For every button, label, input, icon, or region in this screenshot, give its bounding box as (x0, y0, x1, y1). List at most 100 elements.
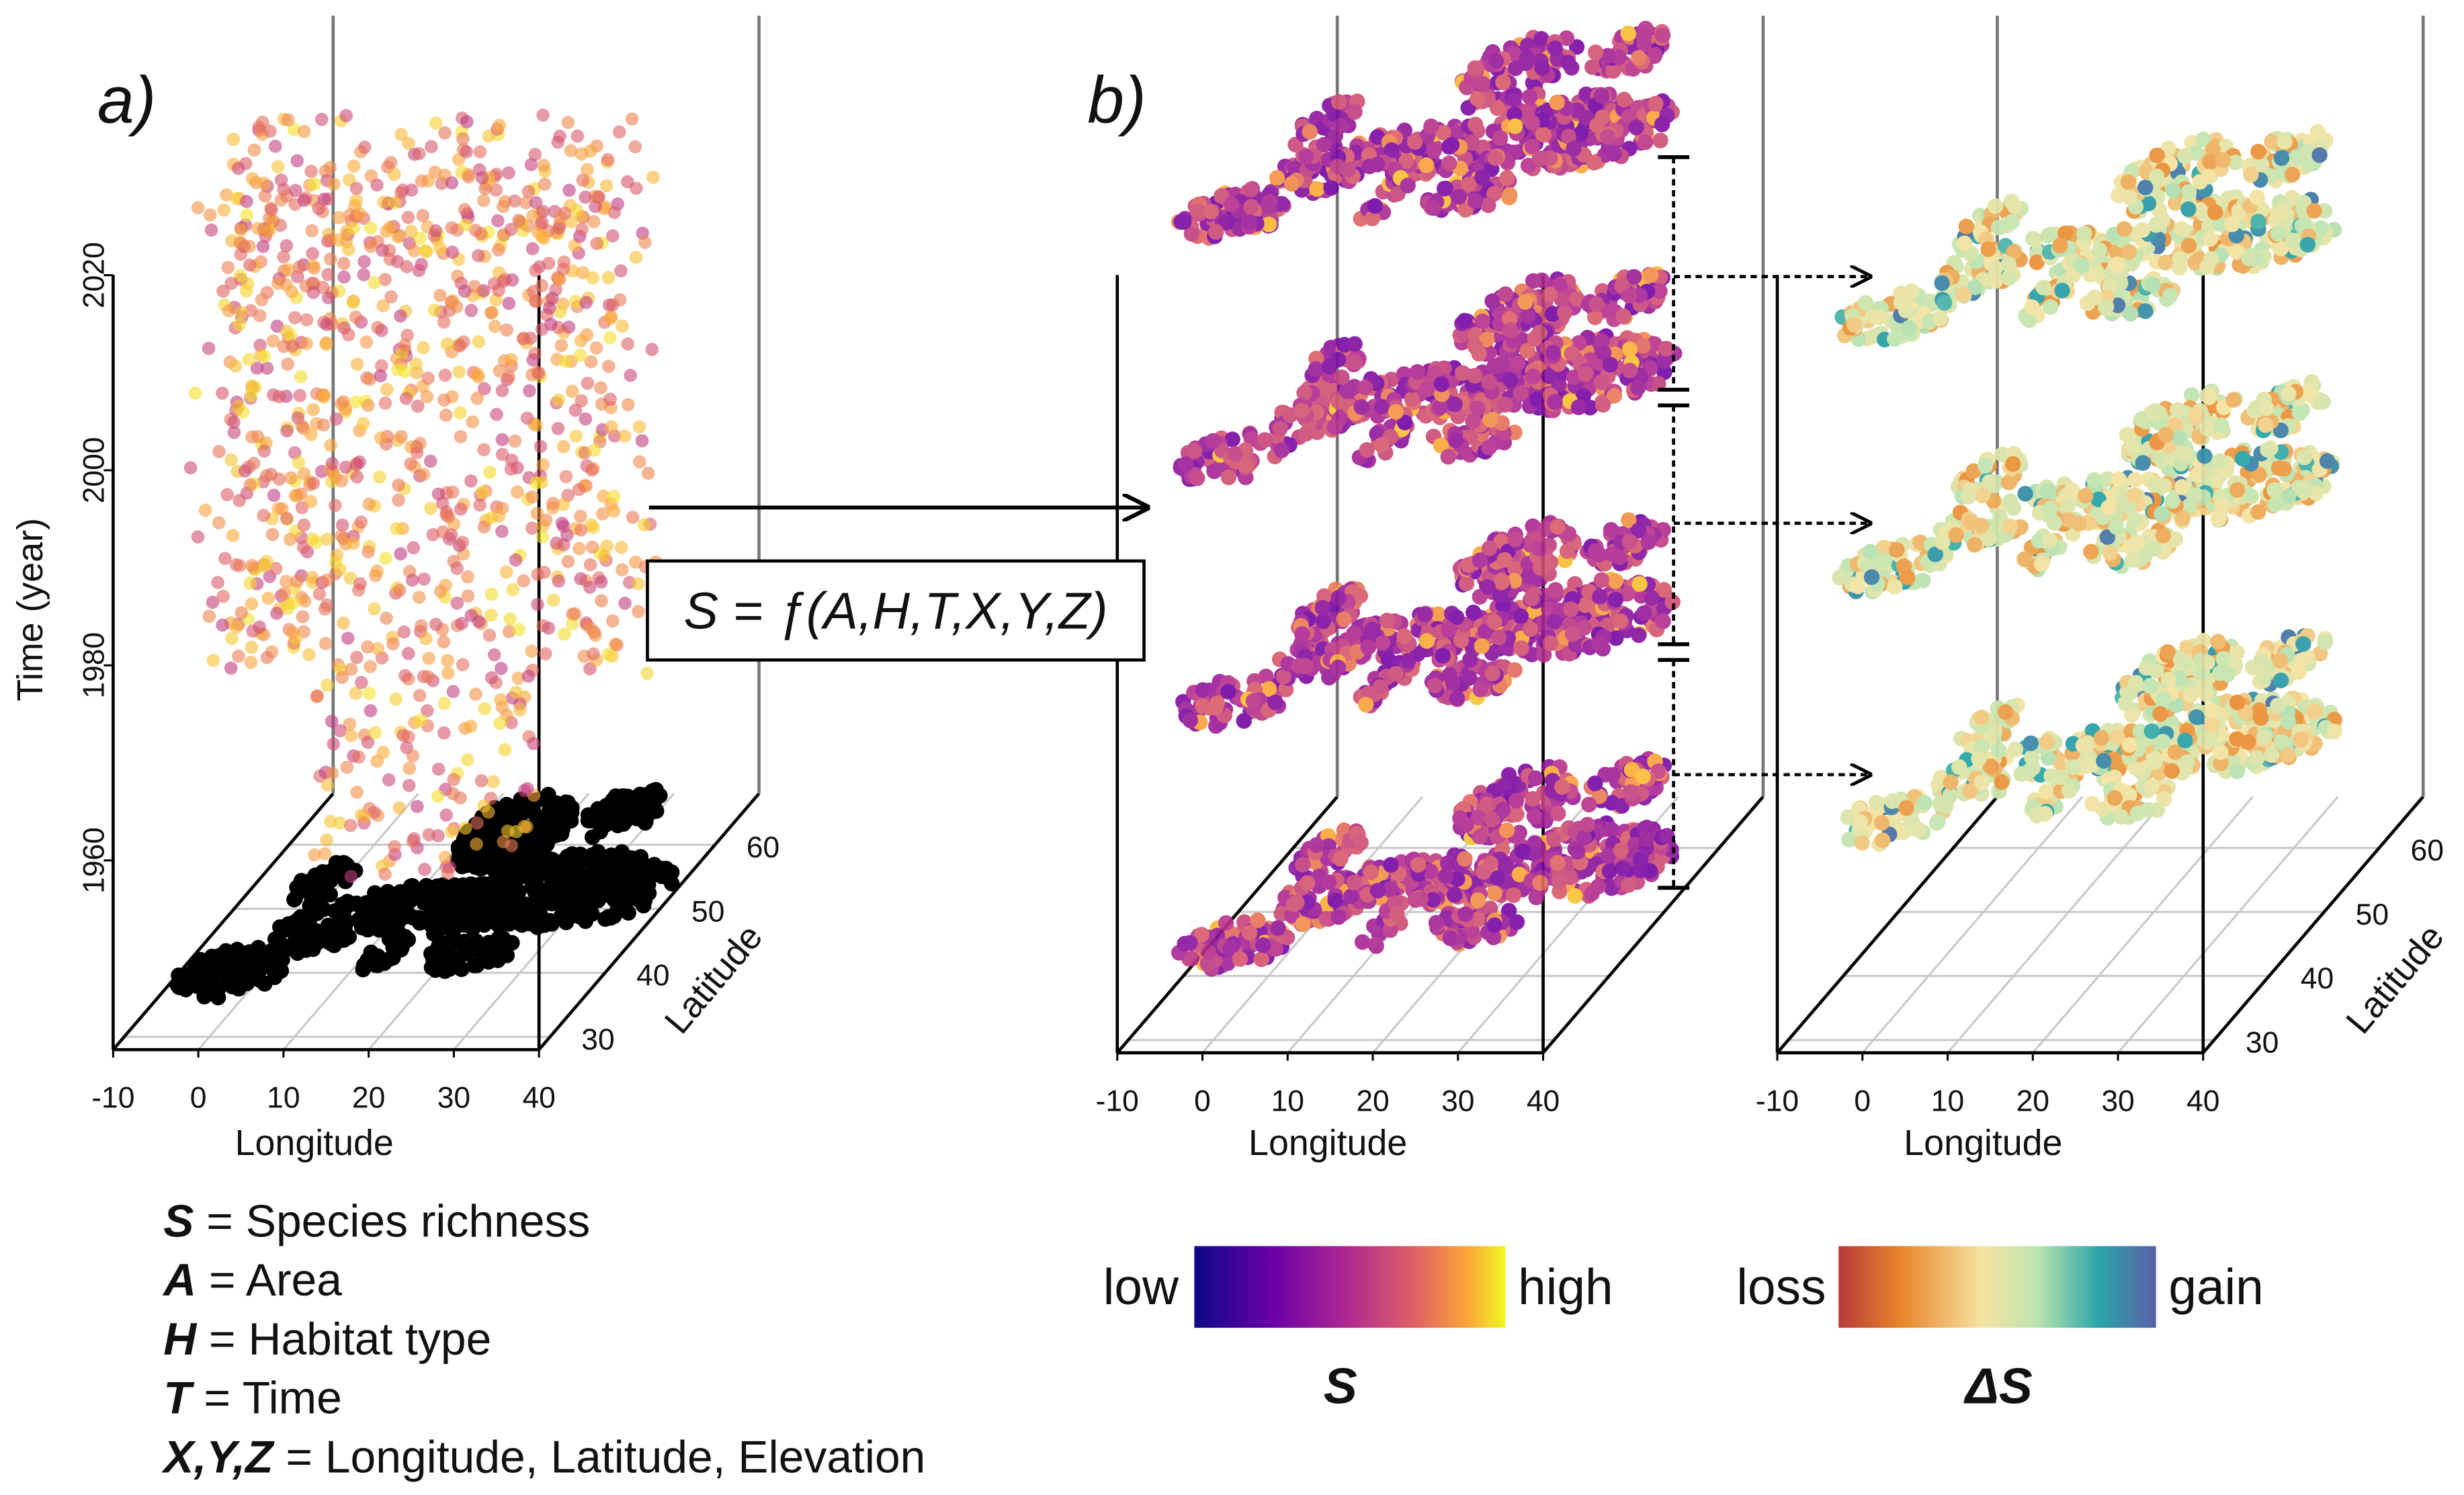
scatter-point (584, 622, 597, 636)
scatter-point (594, 381, 607, 395)
scatter-point (513, 703, 527, 717)
map-point (1608, 630, 1624, 646)
map-point (1652, 283, 1668, 300)
scatter-point (452, 365, 466, 379)
scatter-point (561, 116, 575, 130)
map-point (1220, 955, 1236, 972)
scatter-point (191, 530, 205, 544)
scatter-point (539, 513, 553, 527)
map-point (1456, 312, 1473, 329)
scatter-point (457, 335, 470, 349)
scatter-point (233, 559, 247, 572)
map-point (1333, 118, 1349, 134)
scatter-point (509, 553, 523, 567)
map-point (1243, 181, 1259, 198)
scatter-point (374, 431, 388, 445)
scatter-point (445, 825, 458, 839)
scatter-point (505, 353, 518, 366)
scatter-point (456, 658, 470, 672)
y-tick-label: 50 (691, 895, 724, 928)
map-point (1467, 368, 1483, 384)
scatter-point (300, 313, 314, 327)
map-point (1600, 129, 1616, 145)
scatter-point (312, 587, 327, 601)
scatter-point (560, 528, 574, 542)
map-point (1635, 28, 1652, 44)
map-point (1638, 134, 1654, 151)
scatter-point (347, 159, 361, 173)
scatter-point (284, 329, 298, 342)
scatter-point (390, 521, 403, 536)
scatter-point (212, 445, 226, 458)
scatter-point (318, 602, 332, 616)
map-point (1484, 665, 1500, 682)
scatter-point (529, 419, 544, 433)
scatter-point (368, 602, 381, 616)
scatter-point (498, 743, 512, 757)
map-point (1522, 621, 1539, 638)
scatter-point (263, 124, 277, 138)
map-point (1347, 103, 1363, 120)
scatter-point (211, 576, 224, 589)
x-tick-label: -10 (91, 1082, 134, 1115)
scatter-point (398, 365, 412, 379)
map-point (1353, 399, 1369, 415)
scatter-point (247, 456, 261, 470)
map-point (319, 933, 336, 949)
scatter-point (469, 687, 482, 701)
scatter-point (491, 243, 505, 257)
map-point (1567, 888, 1583, 904)
scatter-point (558, 206, 572, 220)
scatter-point (495, 433, 509, 447)
scatter-point (615, 319, 629, 333)
scatter-point (341, 632, 355, 645)
scatter-point (543, 301, 556, 314)
map-point (1560, 54, 1576, 71)
map-point (1308, 837, 1324, 853)
map-layer (1173, 266, 1683, 487)
map-point (497, 878, 514, 894)
scatter-point (523, 384, 536, 398)
scatter-point (553, 129, 566, 143)
scatter-point (321, 267, 335, 282)
scatter-point (292, 260, 306, 274)
scatter-point (595, 594, 608, 607)
scatter-point (446, 787, 460, 801)
scatter-point (389, 692, 402, 706)
map-point (628, 810, 645, 826)
scatter-point (357, 140, 372, 154)
scatter-point (405, 573, 419, 587)
scatter-point (538, 647, 552, 660)
scatter-point (512, 214, 525, 227)
scatter-point (218, 552, 232, 565)
map-point (1628, 119, 1644, 136)
scatter-point (339, 109, 353, 122)
map-point (1502, 322, 1519, 339)
scatter-point (306, 247, 319, 261)
scatter-point (242, 353, 256, 366)
scatter-point (417, 341, 430, 355)
scatter-point (238, 464, 252, 478)
scatter-point (525, 490, 539, 504)
scatter-point (628, 140, 642, 154)
scatter-point (433, 288, 447, 302)
map-point (1379, 612, 1396, 629)
map-point (1364, 622, 1380, 638)
map-point (1357, 379, 1373, 396)
map-point (1220, 469, 1237, 486)
scatter-point (583, 558, 597, 572)
scatter-point (260, 224, 274, 239)
map-point (1545, 831, 1562, 847)
scatter-point (321, 778, 335, 792)
map-point (1556, 304, 1573, 321)
scatter-point (256, 240, 270, 253)
scatter-point (461, 570, 474, 584)
scatter-point (305, 570, 319, 585)
scatter-point (603, 331, 617, 345)
scatter-point (289, 183, 302, 198)
scatter-point (281, 263, 295, 277)
axis-line (538, 792, 761, 1051)
scatter-point (500, 323, 514, 337)
scatter-point (632, 420, 646, 434)
